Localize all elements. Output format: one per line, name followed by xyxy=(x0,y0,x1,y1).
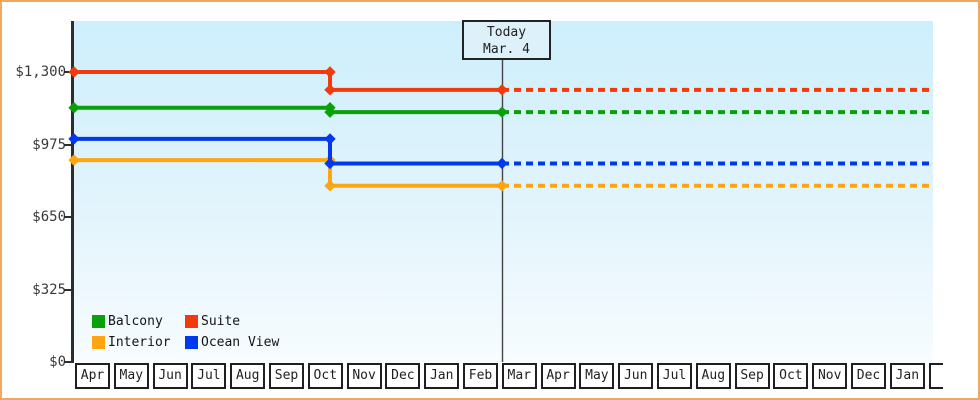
month-cell: Oct xyxy=(307,363,343,389)
y-tick-label: $325 xyxy=(32,281,66,298)
month-cell: Jan xyxy=(889,363,925,389)
month-cell: Apr xyxy=(75,363,110,389)
month-cell: Apr xyxy=(540,363,576,389)
legend-label: Interior xyxy=(108,335,171,350)
today-date: Mar. 4 xyxy=(483,42,530,57)
legend-item: Ocean View xyxy=(185,335,279,350)
month-cell: Nov xyxy=(346,363,382,389)
month-cell: May xyxy=(579,363,615,389)
today-label: Today xyxy=(486,25,527,40)
legend-swatch-icon xyxy=(92,315,105,328)
legend-swatch-icon xyxy=(92,336,105,349)
y-tick-label: $975 xyxy=(32,136,66,153)
y-tick-mark xyxy=(64,216,72,218)
y-tick-mark xyxy=(64,361,72,363)
month-cell: Jan xyxy=(424,363,460,389)
y-tick-label: $1,300 xyxy=(15,64,66,80)
y-tick-label: $650 xyxy=(32,209,66,225)
month-cell: Mar xyxy=(501,363,537,389)
month-cell: Jun xyxy=(152,363,188,389)
y-tick-label: $0 xyxy=(49,354,66,370)
month-cell: Dec xyxy=(851,363,886,389)
y-tick-mark xyxy=(64,71,72,73)
legend-label: Ocean View xyxy=(201,335,280,350)
month-cell: Jul xyxy=(191,363,227,389)
month-cell: Dec xyxy=(385,363,421,389)
y-tick-mark xyxy=(64,288,72,291)
month-cell: Aug xyxy=(230,363,266,389)
legend-item: Interior xyxy=(92,335,185,350)
y-axis-line xyxy=(71,21,74,363)
y-tick-mark xyxy=(64,143,72,146)
legend-label: Balcony xyxy=(108,314,163,329)
legend-swatch-icon xyxy=(185,315,198,328)
today-box: Today Mar. 4 xyxy=(462,20,551,60)
month-cell: Feb xyxy=(463,363,498,389)
month-cell: Sep xyxy=(734,363,770,389)
legend-swatch-icon xyxy=(185,336,198,349)
month-cell: Sep xyxy=(269,363,304,389)
legend: Balcony Suite Interior Ocean View xyxy=(92,314,279,350)
month-cell: Jul xyxy=(657,363,692,389)
month-cell: Nov xyxy=(812,363,848,389)
month-cell: Aug xyxy=(695,363,731,389)
plot-area xyxy=(74,21,933,362)
legend-item: Balcony xyxy=(92,314,185,329)
legend-item: Suite xyxy=(185,314,279,329)
month-cell: Jun xyxy=(618,363,654,389)
month-cell: Oct xyxy=(773,363,809,389)
x-axis: Apr May Jun Jul Aug Sep Oct Nov Dec Jan Feb Mar Apr M… xyxy=(2,363,943,391)
month-cell-empty xyxy=(928,363,943,389)
month-cell: May xyxy=(113,363,149,389)
legend-label: Suite xyxy=(201,314,241,329)
